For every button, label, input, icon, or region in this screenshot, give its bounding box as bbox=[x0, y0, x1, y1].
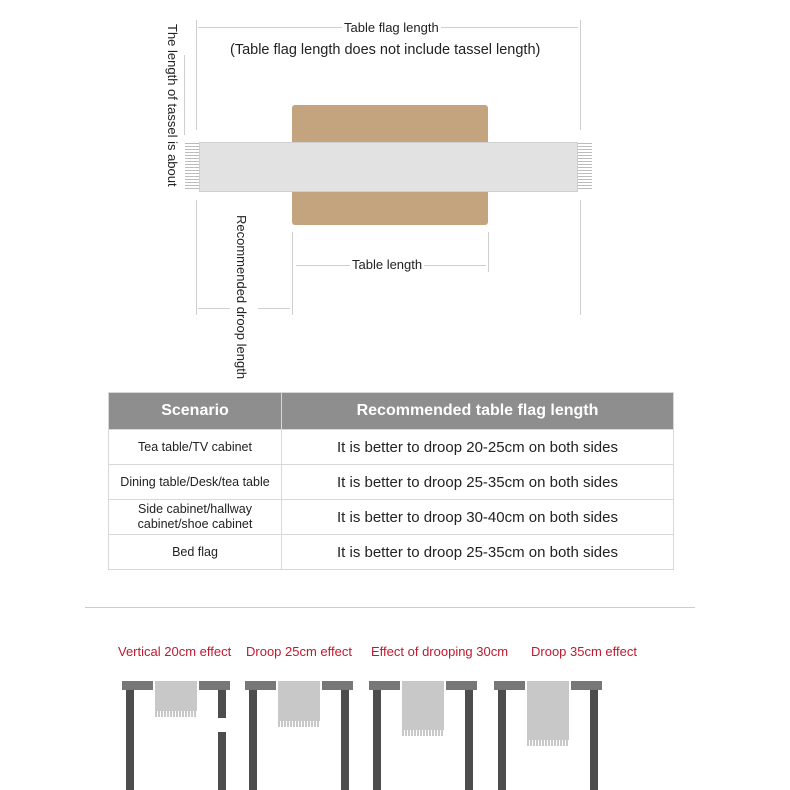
scenario-cell: Dining table/Desk/tea table bbox=[108, 464, 282, 500]
dimension-line bbox=[292, 232, 293, 315]
recommendation-cell: It is better to droop 30-40cm on both si… bbox=[281, 499, 674, 535]
runner-fringe bbox=[155, 711, 197, 717]
recommendation-table: Scenario Recommended table flag length T… bbox=[108, 392, 674, 570]
tassel-left bbox=[185, 143, 199, 191]
table-top-left bbox=[122, 681, 153, 690]
dimension-line bbox=[196, 200, 197, 315]
table-leg bbox=[249, 690, 257, 790]
scenario-cell: Bed flag bbox=[108, 534, 282, 570]
scenario-cell: Side cabinet/hallway cabinet/shoe cabine… bbox=[108, 499, 282, 535]
table-top-right bbox=[322, 681, 353, 690]
tassel-length-label: The length of tassel is about bbox=[165, 24, 180, 187]
table-leg bbox=[590, 690, 598, 790]
dimension-line bbox=[488, 232, 489, 272]
scenario-cell: Tea table/TV cabinet bbox=[108, 429, 282, 465]
effect-label-35: Droop 35cm effect bbox=[531, 644, 637, 659]
table-row: Tea table/TV cabinet It is better to dro… bbox=[108, 429, 674, 465]
droop-line bbox=[198, 308, 230, 309]
table-leg bbox=[218, 732, 226, 790]
runner-fringe bbox=[402, 730, 444, 736]
flag-length-label: Table flag length bbox=[342, 20, 441, 35]
dimension-line bbox=[196, 20, 197, 130]
tassel-dimension-line bbox=[184, 55, 185, 135]
runner-drape bbox=[155, 681, 197, 711]
table-top-right bbox=[571, 681, 602, 690]
header-recommendation: Recommended table flag length bbox=[281, 392, 674, 430]
table-leg bbox=[465, 690, 473, 790]
table-top-left bbox=[369, 681, 400, 690]
runner-drape bbox=[402, 681, 444, 730]
droop-line bbox=[258, 308, 290, 309]
header-scenario: Scenario bbox=[108, 392, 282, 430]
recommendation-cell: It is better to droop 25-35cm on both si… bbox=[281, 464, 674, 500]
table-leg bbox=[218, 690, 226, 718]
recommendation-cell: It is better to droop 25-35cm on both si… bbox=[281, 534, 674, 570]
effect-label-30: Effect of drooping 30cm bbox=[371, 644, 509, 659]
table-row: Side cabinet/hallway cabinet/shoe cabine… bbox=[108, 499, 674, 535]
dimension-line bbox=[580, 200, 581, 315]
table-row: Dining table/Desk/tea table It is better… bbox=[108, 464, 674, 500]
recommendation-cell: It is better to droop 20-25cm on both si… bbox=[281, 429, 674, 465]
table-leg bbox=[126, 690, 134, 790]
effect-label-20: Vertical 20cm effect bbox=[118, 644, 232, 659]
dimension-line bbox=[580, 20, 581, 130]
droop-length-label: Recommended droop length bbox=[234, 215, 249, 380]
runner-drape bbox=[278, 681, 320, 721]
runner-fringe bbox=[278, 720, 320, 727]
table-top-left bbox=[494, 681, 525, 690]
table-runner bbox=[199, 142, 578, 192]
table-leg bbox=[341, 690, 349, 790]
table-top-right bbox=[446, 681, 477, 690]
table-row: Bed flag It is better to droop 25-35cm o… bbox=[108, 534, 674, 570]
table-leg bbox=[498, 690, 506, 790]
table-header-row: Scenario Recommended table flag length bbox=[108, 392, 674, 430]
table-top-right bbox=[199, 681, 230, 690]
table-top-left bbox=[245, 681, 276, 690]
divider bbox=[85, 607, 695, 608]
effect-label-25: Droop 25cm effect bbox=[246, 644, 352, 659]
runner-drape bbox=[527, 681, 569, 740]
table-length-label: Table length bbox=[350, 257, 425, 272]
flag-length-note: (Table flag length does not include tass… bbox=[228, 42, 543, 58]
tassel-right bbox=[578, 143, 592, 191]
table-leg bbox=[373, 690, 381, 790]
runner-fringe bbox=[527, 739, 569, 746]
